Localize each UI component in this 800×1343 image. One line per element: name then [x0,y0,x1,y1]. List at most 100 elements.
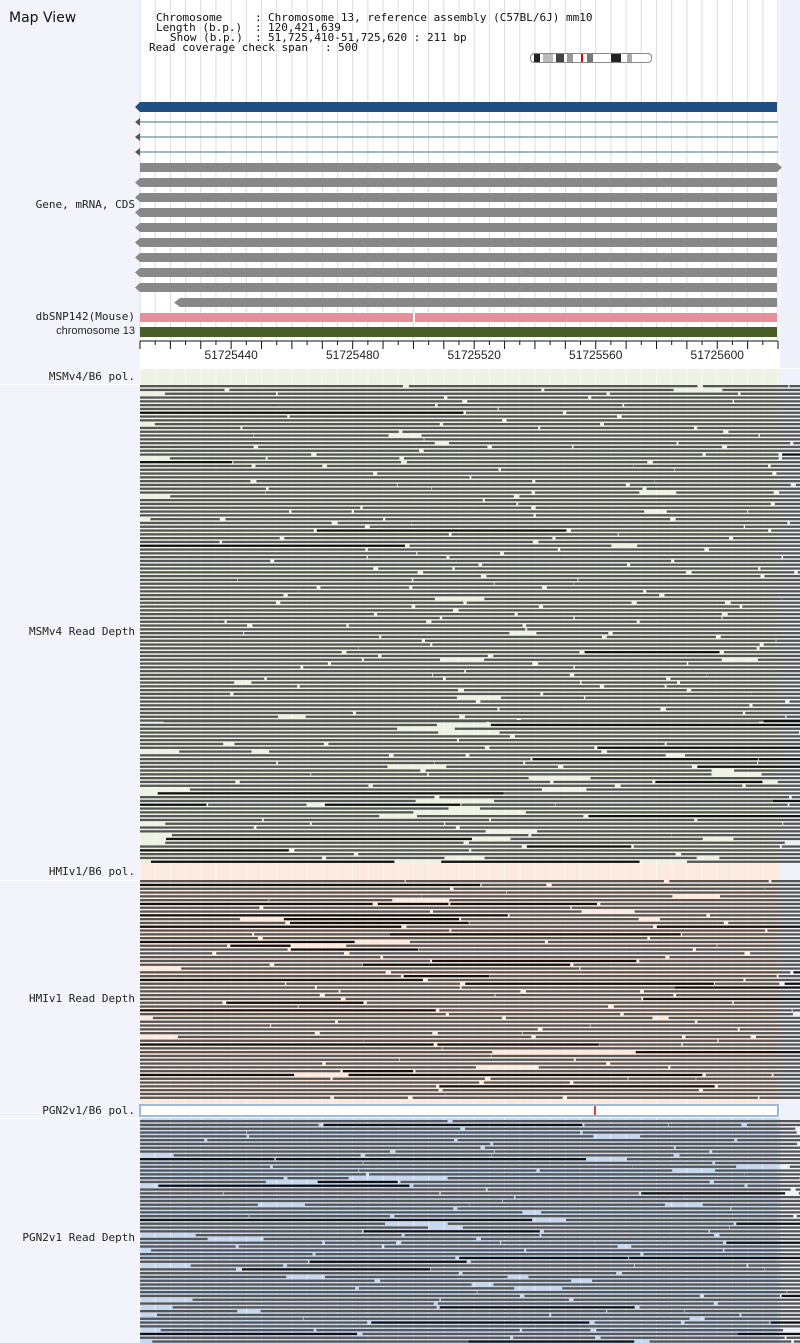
read-alignment [646,590,800,593]
read-alignment [229,388,542,392]
read-alignment [367,556,447,559]
read-alignment [140,1039,364,1042]
read-alignment [445,1092,800,1096]
read-alignment [764,575,800,578]
read-alignment [670,677,800,680]
read-alignment [165,822,310,825]
snp-marker[interactable] [413,313,415,322]
read-alignment [277,761,434,765]
read-alignment [140,918,240,921]
read-alignment [140,758,531,761]
read-alignment [538,540,800,544]
read-alignment [566,411,800,414]
read-alignment [140,883,481,887]
read-alignment [783,822,800,825]
read-alignment [140,971,386,974]
read-alignment [140,853,354,856]
read-alignment [763,643,800,646]
read-alignment [140,654,379,658]
read-alignment [207,1139,455,1142]
read-alignment [244,632,428,635]
read-alignment [172,1306,437,1309]
read-alignment [442,616,574,620]
cds-feature[interactable] [140,283,777,292]
read-alignment [776,639,800,642]
read-alignment [748,510,800,513]
read-alignment [140,1165,271,1168]
read-alignment [140,796,435,799]
read-alignment [158,1184,410,1187]
cds-feature[interactable] [140,178,777,187]
read-alignment [535,480,655,483]
read-alignment [722,616,800,620]
read-alignment [140,689,458,692]
read-alignment [140,769,421,772]
read-alignment [756,1035,800,1039]
read-alignment [708,548,800,551]
read-alignment [223,1192,440,1195]
read-alignment [384,1245,618,1248]
track-label-msm-pol: MSMv4/B6 pol. [48,370,135,383]
read-alignment [324,1275,508,1279]
read-alignment [140,434,254,437]
read-alignment [684,1310,800,1313]
read-alignment [263,818,490,822]
read-alignment [333,1096,408,1099]
read-alignment [532,758,758,761]
read-alignment [140,711,353,715]
read-alignment [536,632,609,635]
chromosome-bar [140,327,777,337]
cds-feature[interactable] [140,253,777,262]
read-alignment [412,586,542,589]
read-alignment [140,830,486,833]
gene-feature[interactable] [140,102,777,112]
read-alignment [140,1131,247,1134]
read-alignment [140,632,244,635]
snp-track-bar[interactable] [140,313,777,322]
read-alignment [759,1096,800,1099]
read-alignment [140,647,359,650]
read-alignment [723,651,800,654]
read-alignment [140,807,449,810]
cds-feature[interactable] [180,298,777,307]
read-alignment [411,521,788,525]
read-alignment [570,529,769,532]
read-alignment [509,914,707,917]
read-alignment [377,902,449,906]
read-alignment [140,1058,399,1061]
cds-feature[interactable] [140,238,777,247]
read-alignment [140,1013,446,1016]
read-alignment [447,1222,734,1225]
read-alignment [632,1165,737,1168]
read-alignment [437,1032,522,1035]
read-alignment [290,948,419,951]
cds-feature[interactable] [140,208,777,217]
chromosome-ideogram[interactable] [530,53,652,63]
cds-feature[interactable] [140,163,777,172]
read-alignment [759,434,800,437]
read-alignment [140,818,263,822]
read-alignment [225,518,384,521]
read-alignment [230,944,291,947]
read-alignment [669,880,769,883]
read-alignment [719,856,800,860]
read-alignment [437,1302,714,1305]
read-alignment [140,1310,238,1313]
read-alignment [682,1043,800,1046]
cds-feature[interactable] [140,193,777,202]
read-alignment [140,1287,356,1290]
read-alignment [140,582,494,585]
read-alignment [668,1123,742,1127]
cds-feature[interactable] [140,268,777,277]
read-alignment [171,834,529,837]
read-alignment [534,491,640,494]
pgn-pol-bar[interactable] [139,1104,779,1117]
cds-feature[interactable] [140,223,777,232]
read-alignment [271,1024,590,1027]
read-alignment [446,765,558,768]
read-alignment [140,677,265,680]
read-alignment [659,918,800,921]
read-alignment [140,1054,491,1058]
read-alignment [517,613,722,616]
